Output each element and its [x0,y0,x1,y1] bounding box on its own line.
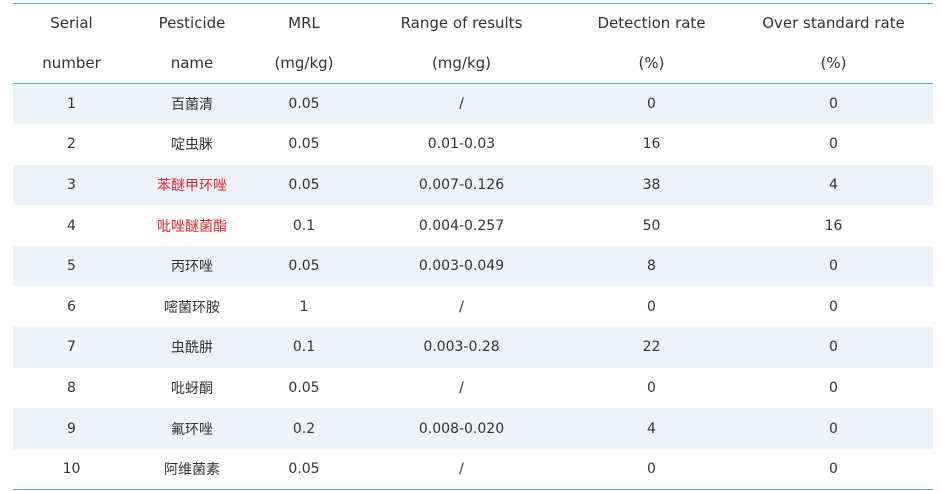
table-row: 10 阿维菌素 0.05 / 0 0 [13,449,933,490]
cell-serial-number: 8 [67,379,76,396]
cell-pesticide-name: 氟环唑 [171,421,213,438]
cell-mrl: 0.1 [292,217,316,234]
cell-range-of-results: / [459,298,464,315]
header-range-of-results: Range of results (mg/kg) [400,14,523,72]
cell-detection-rate: 8 [647,258,656,275]
header-over-standard-rate: Over standard rate (%) [762,14,905,72]
cell-over-standard-rate: 0 [829,460,838,477]
cell-detection-rate: 0 [647,379,656,396]
cell-serial-number: 10 [62,460,81,477]
cell-detection-rate: 4 [647,420,656,437]
cell-pesticide-name: 阿维菌素 [164,461,220,478]
cell-range-of-results: 0.008-0.020 [418,420,505,437]
header-row: Serial number Pesticide name MRL (mg/kg)… [13,4,933,84]
cell-range-of-results: 0.003-0.28 [423,339,500,356]
table-row: 6 嘧菌环胺 1 / 0 0 [13,286,933,327]
cell-mrl: 0.1 [292,339,316,356]
cell-pesticide-name: 百菌清 [171,97,213,114]
table-row: 5 丙环唑 0.05 0.003-0.049 8 0 [13,245,933,287]
cell-detection-rate: 16 [642,136,661,153]
cell-over-standard-rate: 0 [829,298,838,315]
cell-pesticide-name: 啶虫脒 [171,137,213,154]
cell-mrl: 0.2 [292,420,316,437]
cell-mrl: 0.05 [288,258,320,275]
cell-mrl: 1 [299,298,309,315]
table-header: Serial number Pesticide name MRL (mg/kg)… [13,3,933,84]
header-pesticide-name: Pesticide name [158,14,226,72]
table-row: 8 吡蚜酮 0.05 / 0 0 [13,368,933,409]
cell-over-standard-rate: 0 [829,96,838,113]
header-detection-rate: Detection rate (%) [597,14,706,72]
table-body: 1 百菌清 0.05/0 0 2 啶虫脒 0.05 0.01-0.03 16 0 3 苯醚甲环唑 0.0… [13,83,933,490]
cell-over-standard-rate: 0 [829,136,838,153]
cell-serial-number: 6 [67,298,76,315]
cell-mrl: 0.05 [288,136,320,153]
cell-mrl: 0.05 [288,379,320,396]
table-row: 9 氟环唑 0.2 0.008-0.020 4 0 [13,408,933,449]
cell-range-of-results: 0.004-0.257 [418,217,505,234]
cell-range-of-results: 0.007-0.126 [418,176,505,193]
header-mrl: MRL (mg/kg) [274,14,334,72]
table-row: 2 啶虫脒 0.05 0.01-0.03 16 0 [13,124,933,165]
cell-pesticide-name: 嘧菌环胺 [164,299,220,316]
cell-range-of-results: 0.003-0.049 [418,258,505,275]
table-row: 3 苯醚甲环唑 0.05 0.007-0.126 38 4 [13,164,933,206]
cell-serial-number: 5 [67,258,76,275]
cell-over-standard-rate: 0 [829,420,838,437]
cell-detection-rate: 38 [642,176,661,193]
pesticide-results-table: Serial number Pesticide name MRL (mg/kg)… [13,3,933,490]
cell-detection-rate: 0 [647,298,656,315]
cell-pesticide-name: 吡蚜酮 [171,380,213,397]
cell-serial-number: 9 [67,420,76,437]
cell-detection-rate: 0 [647,460,656,477]
cell-pesticide-name: 丙环唑 [171,259,213,276]
table-row: 7 虫酰肼 0.1 0.003-0.28 22 0 [13,327,933,368]
cell-mrl: 0.05 [288,460,320,477]
pesticide-results-table-container: Serial number Pesticide name MRL (mg/kg)… [13,3,933,490]
cell-detection-rate: 50 [642,217,661,234]
cell-range-of-results: / [459,379,464,396]
table-row: 1 百菌清 0.05 / 0 0 [13,83,933,125]
cell-over-standard-rate: 4 [829,176,838,193]
table-row: 4 吡唑醚菌酯 0.1 0.004-0.257 50 16 [13,205,933,246]
cell-over-standard-rate: 0 [829,258,838,275]
cell-over-standard-rate: 0 [829,379,838,396]
cell-serial-number: 2 [67,136,76,153]
cell-range-of-results: / [459,96,464,113]
cell-detection-rate: 0 [647,96,656,113]
header-serial-number: Serial number [42,14,101,72]
cell-serial-number: 7 [67,339,76,356]
cell-serial-number: 1 [67,96,76,113]
cell-serial-number: 3 [67,176,76,193]
cell-pesticide-name: 吡唑醚菌酯 [157,218,227,235]
cell-mrl: 0.05 [288,96,320,113]
cell-mrl: 0.05 [288,176,320,193]
cell-detection-rate: 22 [642,339,661,356]
cell-range-of-results: 0.01-0.03 [427,136,496,153]
cell-pesticide-name: 虫酰肼 [171,340,213,357]
cell-over-standard-rate: 16 [824,217,843,234]
cell-range-of-results: / [459,460,464,477]
cell-pesticide-name: 苯醚甲环唑 [157,177,227,194]
cell-serial-number: 4 [67,217,76,234]
cell-over-standard-rate: 0 [829,339,838,356]
